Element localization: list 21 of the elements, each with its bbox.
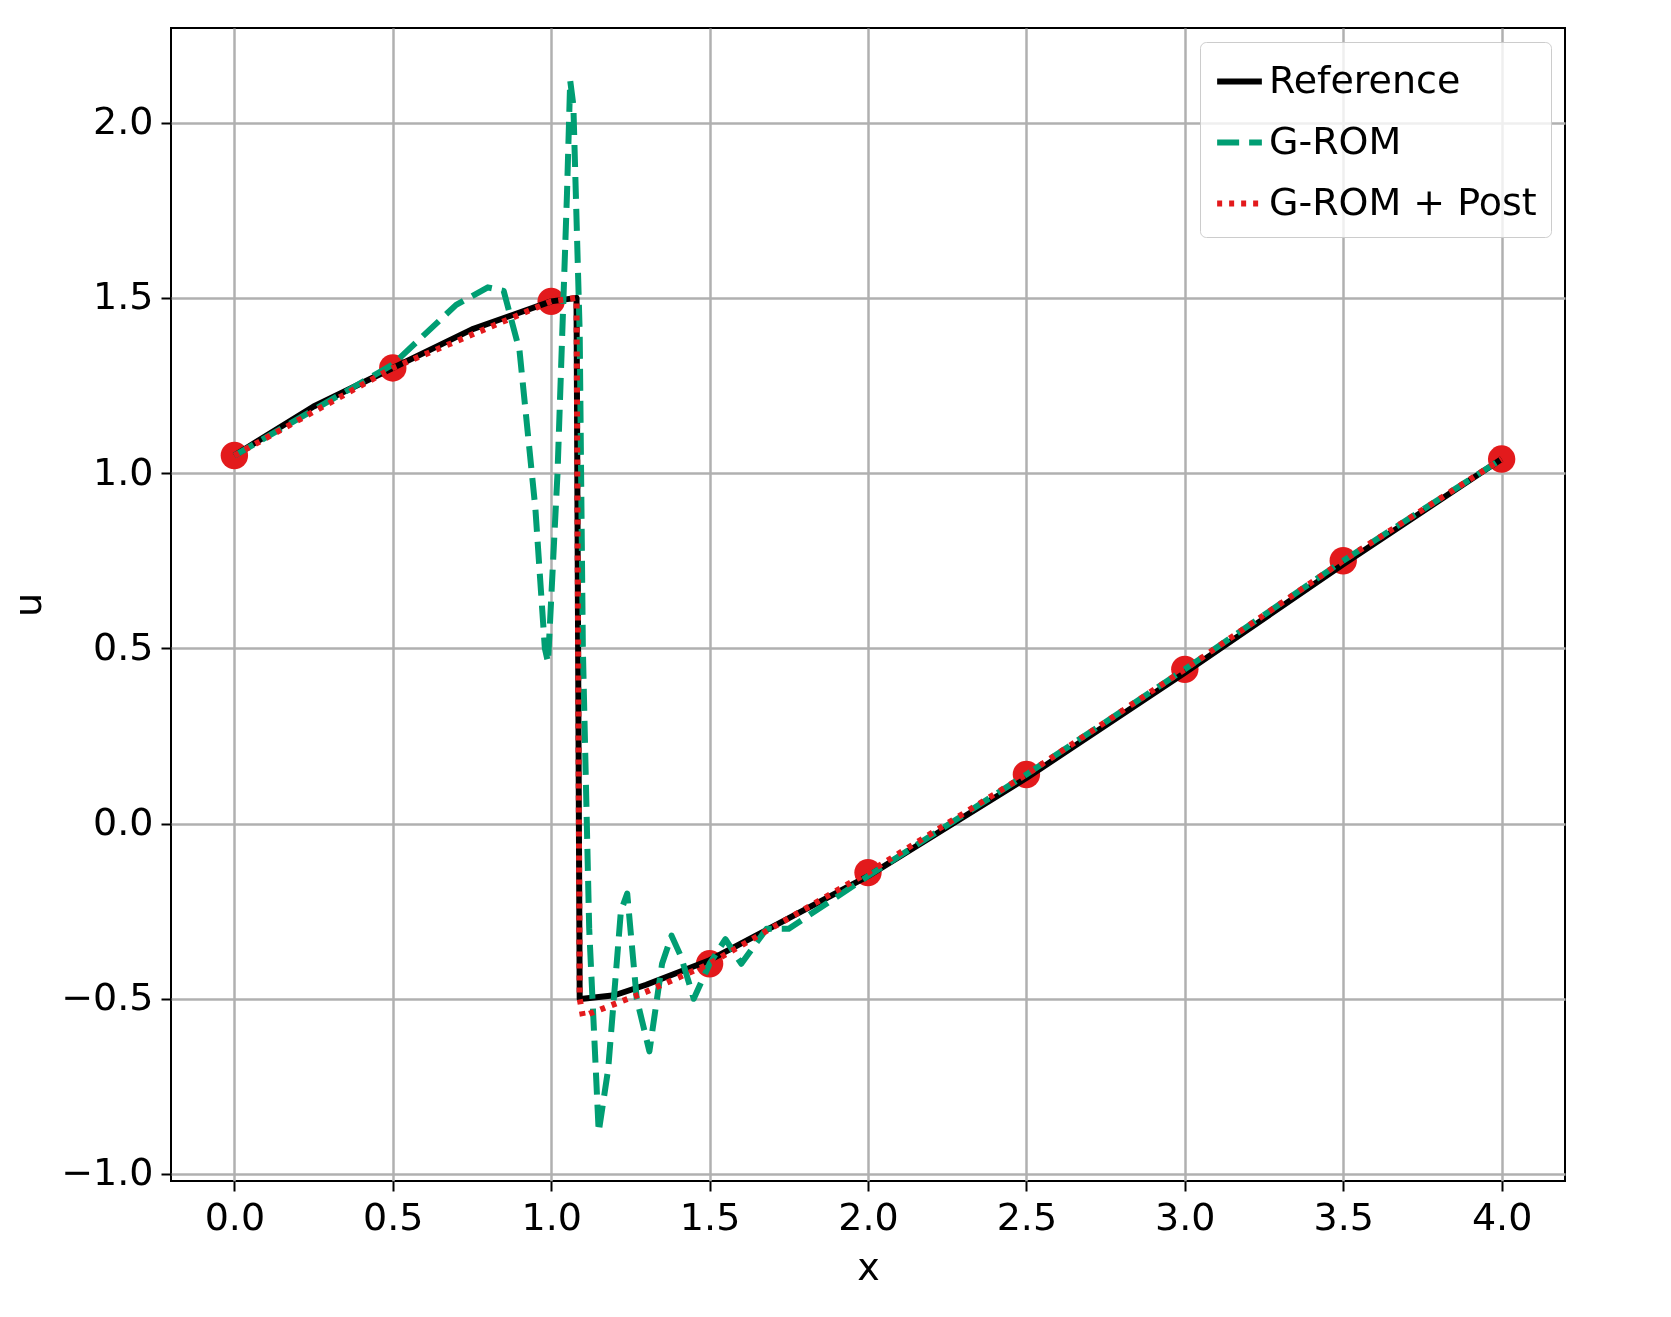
y-tick-label: 0.0	[93, 800, 154, 845]
x-tick-label: 1.0	[521, 1194, 582, 1239]
y-tick-label: −1.0	[61, 1150, 154, 1195]
x-tick-label: 2.0	[838, 1194, 899, 1239]
x-tick-label: 4.0	[1471, 1194, 1533, 1239]
x-tick-label: 0.0	[204, 1194, 266, 1239]
x-tick-label: 0.5	[363, 1194, 424, 1239]
y-axis-title: u	[6, 592, 51, 618]
legend-label: G-ROM + Post	[1269, 179, 1537, 224]
legend-label: G-ROM	[1269, 118, 1402, 163]
y-tick-label: 1.0	[93, 449, 154, 494]
legend-label: Reference	[1269, 57, 1461, 102]
y-tick-label: 0.5	[93, 624, 154, 669]
x-tick-label: 3.5	[1313, 1194, 1374, 1239]
y-tick-label: 2.0	[93, 99, 154, 144]
x-tick-label: 2.5	[996, 1194, 1058, 1239]
y-tick-label: 1.5	[93, 274, 154, 319]
x-tick-label: 1.5	[679, 1194, 741, 1239]
x-axis-title: x	[857, 1244, 880, 1289]
x-tick-label: 3.0	[1155, 1194, 1216, 1239]
y-tick-label: −0.5	[61, 975, 154, 1020]
